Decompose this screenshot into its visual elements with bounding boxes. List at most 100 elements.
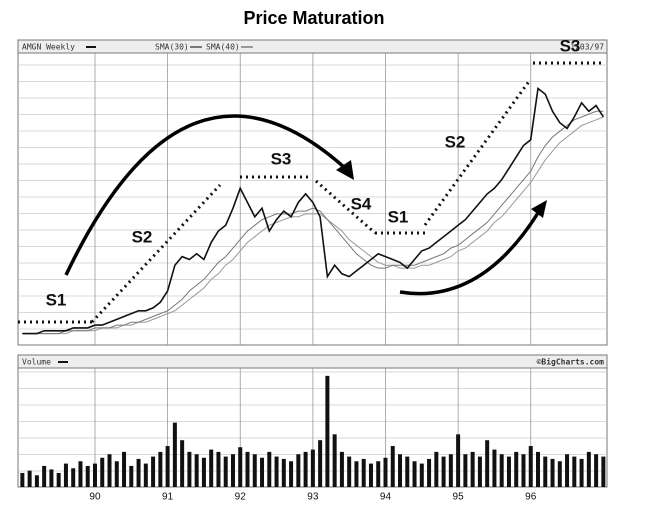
- date-label: 1/03/97: [570, 43, 604, 52]
- arrowhead: [336, 160, 354, 180]
- volume-bar: [223, 456, 228, 487]
- volume-bar: [390, 446, 395, 487]
- volume-bar: [209, 449, 214, 487]
- arrow: [399, 212, 540, 296]
- volume-bar: [412, 461, 417, 487]
- annotation: S3: [271, 149, 292, 168]
- volume-bar: [267, 451, 272, 487]
- volume-bar: [601, 456, 606, 487]
- volume-bar: [260, 457, 265, 487]
- volume-bar: [419, 463, 424, 487]
- volume-bar: [180, 440, 185, 487]
- volume-bar: [129, 465, 134, 487]
- volume-bar: [470, 451, 475, 487]
- price-line: [22, 110, 604, 335]
- volume-bar: [289, 461, 294, 487]
- volume-bar: [557, 461, 562, 487]
- volume-bar: [594, 454, 599, 487]
- volume-bar: [463, 454, 468, 487]
- x-tick-label: 94: [380, 492, 392, 503]
- volume-bar: [347, 456, 352, 487]
- volume-header: [17, 354, 608, 369]
- volume-bar: [194, 454, 199, 487]
- volume-bar: [325, 375, 330, 487]
- volume-bar: [27, 470, 32, 487]
- volume-bar: [499, 454, 504, 487]
- source-label: ©BigCharts.com: [537, 357, 605, 367]
- volume-bar: [485, 440, 490, 487]
- volume-bar: [143, 463, 148, 487]
- volume-bar: [107, 454, 112, 487]
- marks: [20, 87, 606, 487]
- volume-bar: [49, 469, 54, 487]
- volume-bar: [187, 451, 192, 487]
- volume-bar: [63, 463, 68, 487]
- volume-bar: [136, 458, 141, 487]
- price-line: [22, 116, 604, 335]
- volume-bar: [238, 447, 243, 487]
- legend-label: SMA(40): [206, 43, 240, 52]
- volume-bar: [398, 454, 403, 487]
- volume-bar: [477, 456, 482, 487]
- price-line: [22, 87, 605, 335]
- arrowhead: [531, 200, 547, 218]
- volume-bar: [252, 454, 257, 487]
- volume-bar: [20, 472, 25, 487]
- annotation: S2: [132, 227, 153, 246]
- volume-bar: [201, 457, 206, 487]
- volume-bar: [456, 434, 461, 487]
- volume-bar: [405, 456, 410, 487]
- volume-bar: [303, 451, 308, 487]
- volume-bar: [383, 457, 388, 487]
- volume-bar: [281, 458, 286, 487]
- volume-bar: [506, 456, 511, 487]
- x-tick-label: 91: [162, 492, 174, 503]
- x-tick-label: 93: [307, 492, 319, 503]
- volume-bar: [122, 451, 127, 487]
- volume-bar: [354, 461, 359, 487]
- volume-bar: [56, 472, 61, 487]
- volume-bar: [550, 458, 555, 487]
- volume-bar: [34, 475, 39, 487]
- x-tick-label: 90: [89, 492, 101, 503]
- volume-bar: [376, 461, 381, 487]
- volume-bar: [586, 451, 591, 487]
- volume-bar: [536, 451, 541, 487]
- annotation: S1: [388, 207, 409, 226]
- volume-bar: [92, 463, 97, 487]
- volume-bar: [579, 458, 584, 487]
- volume-bar: [332, 434, 337, 487]
- volume-bar: [114, 461, 119, 487]
- volume-bar: [368, 463, 373, 487]
- annotation: S1: [46, 290, 67, 309]
- volume-bar: [427, 458, 432, 487]
- volume-bar: [85, 465, 90, 487]
- volume-bar: [361, 458, 366, 487]
- volume-bar: [514, 451, 519, 487]
- volume-bar: [71, 468, 76, 487]
- volume-bar: [158, 451, 163, 487]
- x-tick-label: 92: [235, 492, 247, 503]
- volume-bar: [543, 456, 548, 487]
- volume-bar: [572, 456, 577, 487]
- symbol-label: AMGN Weekly: [22, 43, 75, 52]
- chart-title: Price Maturation: [243, 8, 384, 28]
- volume-bar: [172, 422, 177, 487]
- volume-bar: [274, 456, 279, 487]
- volume-bar: [216, 451, 221, 487]
- volume-bar: [230, 454, 235, 487]
- annotation-lines: [18, 61, 605, 324]
- volume-bar: [521, 454, 526, 487]
- volume-bar: [310, 449, 315, 487]
- x-tick-label: 95: [453, 492, 465, 503]
- volume-label: Volume: [22, 358, 51, 367]
- volume-bar: [100, 457, 105, 487]
- volume-bar: [565, 454, 570, 487]
- volume-bar: [318, 440, 323, 487]
- volume-bar: [245, 451, 250, 487]
- dotted-line: [315, 179, 376, 235]
- annotation: S4: [351, 194, 372, 213]
- volume-bar: [42, 465, 47, 487]
- annotation: S2: [445, 132, 466, 151]
